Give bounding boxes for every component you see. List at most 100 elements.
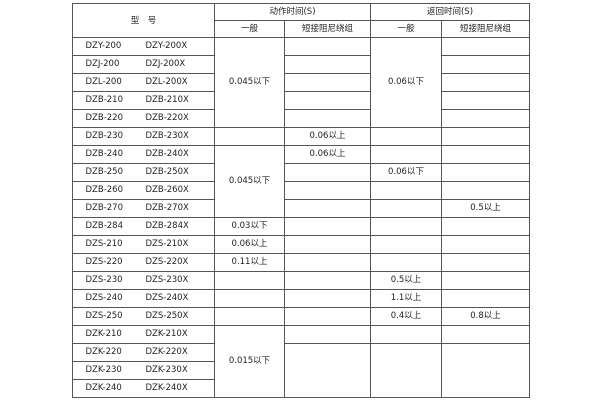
action-short-cell: 0.06以上 — [284, 145, 371, 164]
model-b: DZS-250X — [145, 311, 189, 321]
return-general-cell — [370, 181, 442, 200]
table-row: DZB-240 DZB-240X 0.045以下 0.06以上 — [72, 145, 530, 218]
action-short-cell — [284, 181, 371, 200]
action-short-cell — [284, 199, 371, 218]
model-cell: DZL-200 DZL-200X — [72, 73, 215, 92]
return-short-cell — [441, 109, 530, 128]
return-short-cell — [441, 127, 530, 146]
table-row: DZY-200 DZY-200X 0.045以下 0.06以下 — [72, 37, 530, 128]
return-short-cell: 0.8以上 — [441, 307, 530, 326]
table-row: DZB-250 DZB-250X 0.06以下 — [72, 163, 530, 182]
model-b: DZS-230X — [145, 275, 189, 285]
return-general-cell — [370, 235, 442, 254]
return-short-cell — [441, 181, 530, 200]
return-short-cell — [441, 271, 530, 290]
action-general-cell: 0.03以下 — [214, 217, 285, 236]
model-a: DZS-230 — [85, 275, 123, 285]
model-cell: DZB-230 DZB-230X — [72, 127, 215, 146]
return-short-cell — [441, 289, 530, 308]
relay-spec-table: 型 号 动作时间(S) 返回时间(S) 一般 短接阻尼绕组 一般 短接阻尼绕组 … — [72, 3, 530, 398]
model-b: DZS-210X — [145, 239, 189, 249]
action-general-cell: 0.045以下 — [214, 37, 285, 128]
action-short-cell — [284, 271, 371, 290]
model-cell: DZJ-200 DZJ-200X — [72, 55, 215, 74]
table-row: DZS-220 DZS-220X 0.11以上 — [72, 253, 530, 272]
model-a: DZL-200 — [85, 77, 122, 87]
action-short-cell — [284, 217, 371, 236]
model-a: DZS-210 — [85, 239, 123, 249]
return-short-cell — [441, 163, 530, 182]
return-short-cell — [441, 55, 530, 74]
action-short-cell — [284, 109, 371, 128]
model-b: DZK-220X — [145, 347, 188, 357]
model-cell: DZB-220 DZB-220X — [72, 109, 215, 128]
return-general-cell — [370, 217, 442, 236]
table-body: DZY-200 DZY-200X 0.045以下 0.06以下 DZJ-200 DZJ-2… — [72, 37, 530, 398]
model-cell: DZK-220 DZK-220X — [72, 343, 215, 362]
action-short-cell — [284, 307, 371, 326]
return-general-cell: 0.06以下 — [370, 163, 442, 182]
model-a: DZK-210 — [85, 329, 122, 339]
model-b: DZB-284X — [145, 221, 189, 231]
model-a: DZB-230 — [85, 131, 124, 141]
model-b: DZY-200X — [145, 41, 188, 51]
model-a: DZK-240 — [85, 383, 122, 393]
table-row: DZB-230 DZB-230X 0.06以上 — [72, 127, 530, 146]
table-row: DZB-210 DZB-210X — [72, 91, 530, 110]
model-b: DZK-230X — [145, 365, 188, 375]
action-time-header: 动作时间(S) — [214, 3, 371, 21]
model-b: DZB-220X — [145, 113, 189, 123]
action-short-header: 短接阻尼绕组 — [284, 20, 371, 38]
table-row: DZB-220 DZB-220X — [72, 109, 530, 128]
model-cell: DZB-284 DZB-284X — [72, 217, 215, 236]
model-a: DZB-260 — [85, 185, 124, 195]
return-short-cell — [441, 343, 530, 398]
table-row: DZB-284 DZB-284X 0.03以下 — [72, 217, 530, 236]
model-cell: DZB-270 DZB-270X — [72, 199, 215, 218]
table-row: DZL-200 DZL-200X — [72, 73, 530, 92]
action-short-cell — [284, 37, 371, 56]
action-general-cell: 0.045以下 — [214, 145, 285, 218]
return-general-cell — [370, 199, 442, 218]
action-short-cell — [284, 73, 371, 92]
return-general-cell: 0.5以上 — [370, 271, 442, 290]
model-header: 型 号 — [72, 3, 215, 38]
return-short-cell — [441, 235, 530, 254]
model-b: DZB-210X — [145, 95, 189, 105]
table-row: DZS-250 DZS-250X 0.4以上 0.8以上 — [72, 307, 530, 326]
return-short-header: 短接阻尼绕组 — [441, 20, 530, 38]
action-general-cell — [214, 307, 285, 326]
table-row: DZS-240 DZS-240X 1.1以上 — [72, 289, 530, 308]
return-general-header: 一般 — [370, 20, 442, 38]
model-a: DZB-270 — [85, 203, 124, 213]
return-general-cell: 0.4以上 — [370, 307, 442, 326]
action-general-cell: 0.11以上 — [214, 253, 285, 272]
model-b: DZS-220X — [145, 257, 189, 267]
action-general-cell: 0.015以下 — [214, 325, 285, 398]
action-short-cell: 0.06以上 — [284, 127, 371, 146]
return-general-cell — [370, 343, 442, 398]
model-a: DZK-220 — [85, 347, 122, 357]
action-short-cell — [284, 343, 371, 398]
action-short-cell — [284, 55, 371, 74]
model-cell: DZS-220 DZS-220X — [72, 253, 215, 272]
model-cell: DZS-250 DZS-250X — [72, 307, 215, 326]
model-b: DZK-210X — [145, 329, 188, 339]
action-short-cell — [284, 91, 371, 110]
return-short-cell — [441, 145, 530, 164]
action-general-cell — [214, 127, 285, 146]
model-cell: DZK-240 DZK-240X — [72, 379, 215, 398]
action-short-cell — [284, 235, 371, 254]
model-b: DZB-250X — [145, 167, 189, 177]
table-row: DZS-230 DZS-230X 0.5以上 — [72, 271, 530, 290]
table-row: DZK-240 DZK-240X — [72, 379, 530, 398]
model-cell: DZS-230 DZS-230X — [72, 271, 215, 290]
model-cell: DZY-200 DZY-200X — [72, 37, 215, 56]
model-a: DZS-240 — [85, 293, 123, 303]
model-a: DZB-284 — [85, 221, 124, 231]
table-row: DZB-260 DZB-260X — [72, 181, 530, 200]
model-a: DZB-240 — [85, 149, 124, 159]
model-b: DZB-260X — [145, 185, 189, 195]
return-general-cell — [370, 253, 442, 272]
table-row: DZS-210 DZS-210X 0.06以上 — [72, 235, 530, 254]
